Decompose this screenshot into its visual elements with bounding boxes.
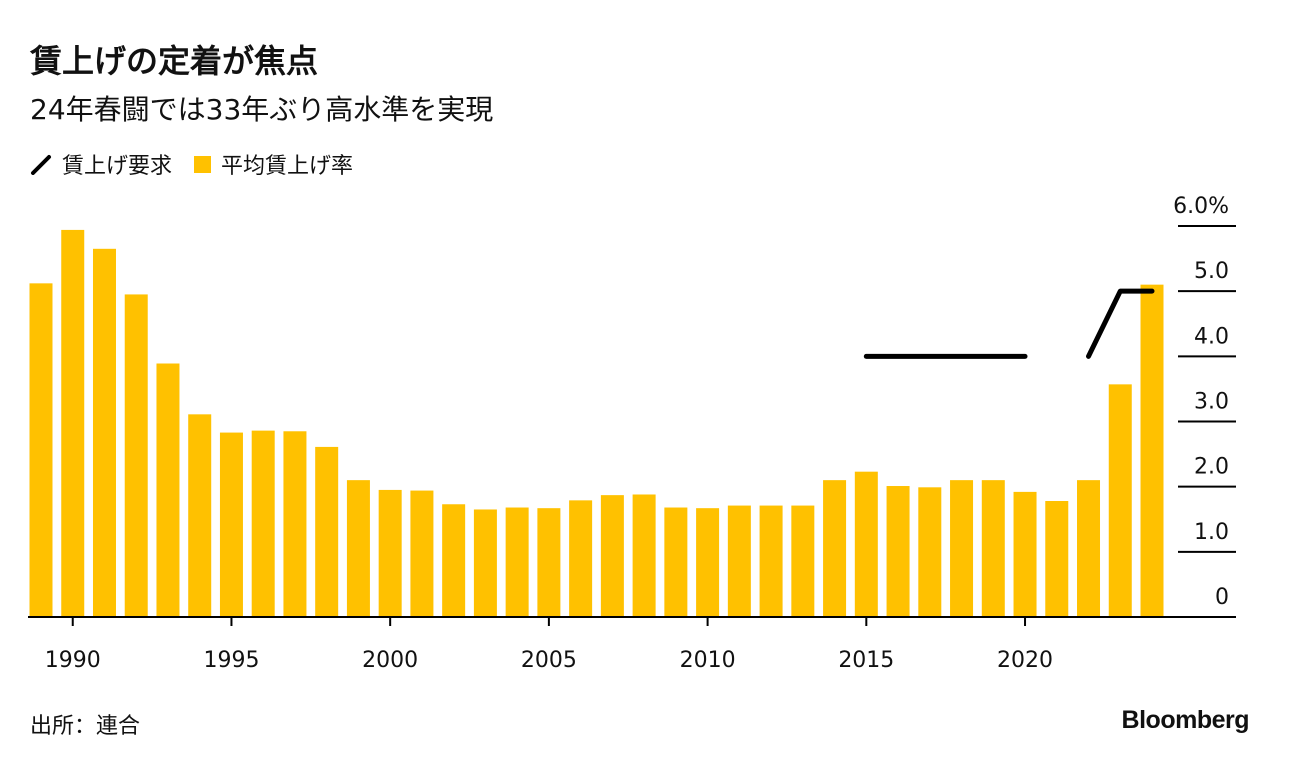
bar-2007 [600, 495, 624, 617]
x-tick-label-2020: 2020 [997, 648, 1053, 673]
y-tick-label-1: 1.0 [1194, 520, 1229, 545]
bar-2022 [1077, 480, 1101, 617]
bar-2000 [378, 489, 402, 617]
bar-2018 [950, 480, 974, 617]
y-tick-label-2: 2.0 [1194, 455, 1229, 480]
bar-2024 [1140, 284, 1164, 617]
legend-label-request: 賃上げ要求 [62, 154, 173, 179]
legend-item-request: 賃上げ要求 [30, 148, 172, 180]
bar-2002 [442, 504, 466, 617]
chart-subtitle: 24年春闘では33年ぶり高水準を実現 [30, 93, 494, 126]
legend: 賃上げ要求 平均賃上げ率 [30, 148, 375, 180]
x-tick-label-2015: 2015 [838, 648, 894, 673]
legend-item-rate: 平均賃上げ率 [194, 148, 353, 180]
bar-2020 [1013, 491, 1037, 617]
chart-title: 賃上げの定着が焦点 [30, 42, 319, 80]
bar-1995 [219, 432, 243, 617]
bar-1997 [283, 431, 307, 617]
bar-2014 [823, 480, 847, 617]
bar-2015 [854, 471, 878, 617]
bar-2012 [759, 505, 783, 617]
y-tick-label-4: 4.0 [1194, 324, 1229, 349]
bar-1996 [251, 430, 275, 617]
bar-2001 [410, 490, 434, 617]
bar-1989 [29, 283, 53, 617]
bar-1999 [346, 480, 370, 617]
x-tick-label-2010: 2010 [680, 648, 736, 673]
bar-2004 [505, 507, 529, 617]
bar-2010 [696, 508, 720, 617]
bar-1993 [156, 363, 180, 617]
bar-2017 [918, 487, 942, 617]
y-tick-label-0: 0 [1215, 585, 1229, 610]
bar-1990 [61, 229, 85, 617]
y-tick-label-6: 6.0% [1173, 194, 1229, 219]
bar-2006 [569, 500, 593, 617]
bar-2016 [886, 486, 910, 617]
brand-logo: Bloomberg [1121, 706, 1250, 734]
legend-label-rate: 平均賃上げ率 [221, 154, 354, 179]
legend-line-icon [31, 155, 51, 175]
x-tick-label-1990: 1990 [45, 648, 101, 673]
bar-2008 [632, 494, 656, 617]
bar-1998 [315, 446, 339, 617]
demand-line-segment-1 [1086, 288, 1155, 359]
bar-2011 [727, 505, 751, 617]
x-tick-label-1995: 1995 [203, 648, 259, 673]
y-tick-label-5: 5.0 [1194, 259, 1229, 284]
bar-2005 [537, 508, 561, 617]
bar-2009 [664, 507, 688, 617]
bar-2013 [791, 505, 815, 617]
bar-2021 [1045, 501, 1069, 617]
x-tick-label-2005: 2005 [521, 648, 577, 673]
bar-2019 [981, 480, 1005, 617]
bar-2003 [473, 509, 497, 617]
bar-2023 [1108, 384, 1132, 617]
y-tick-label-3: 3.0 [1194, 390, 1229, 415]
bar-1991 [92, 248, 116, 617]
bar-1994 [188, 414, 212, 617]
x-tick-label-2000: 2000 [362, 648, 418, 673]
legend-swatch-icon [194, 155, 212, 173]
bar-1992 [124, 294, 148, 617]
source-note: 出所：連合 [30, 714, 141, 739]
